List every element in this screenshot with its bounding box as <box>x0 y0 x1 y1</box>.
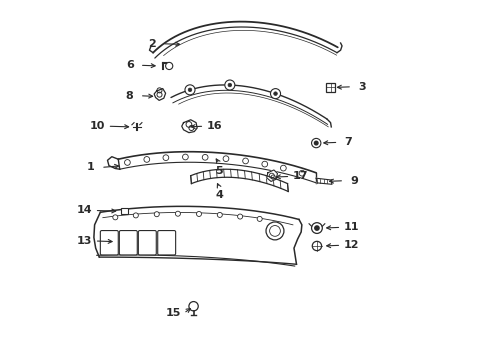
Circle shape <box>175 211 180 216</box>
Polygon shape <box>107 157 120 169</box>
Circle shape <box>265 222 284 240</box>
Circle shape <box>184 85 195 95</box>
Circle shape <box>165 62 172 69</box>
Circle shape <box>143 157 149 162</box>
Bar <box>121 208 128 214</box>
Text: 9: 9 <box>349 176 357 186</box>
Circle shape <box>133 213 138 218</box>
Text: 1: 1 <box>87 162 95 172</box>
Circle shape <box>311 223 322 233</box>
Text: 17: 17 <box>292 171 307 181</box>
Text: 8: 8 <box>125 91 133 101</box>
Polygon shape <box>182 120 197 133</box>
Circle shape <box>257 216 262 221</box>
Text: 3: 3 <box>358 82 365 92</box>
Text: 6: 6 <box>125 60 133 70</box>
Circle shape <box>188 88 191 92</box>
Bar <box>325 83 334 92</box>
Circle shape <box>299 170 305 176</box>
Circle shape <box>270 89 280 99</box>
Polygon shape <box>266 170 277 181</box>
Polygon shape <box>190 169 287 192</box>
Circle shape <box>113 215 118 220</box>
Circle shape <box>154 212 159 217</box>
Circle shape <box>188 302 198 311</box>
Polygon shape <box>118 152 316 183</box>
Text: 14: 14 <box>77 206 92 216</box>
Circle shape <box>196 211 201 216</box>
Circle shape <box>217 212 222 217</box>
Text: 7: 7 <box>344 138 352 147</box>
Circle shape <box>242 158 248 164</box>
Text: 11: 11 <box>343 222 358 232</box>
Circle shape <box>202 154 207 160</box>
Circle shape <box>227 83 231 87</box>
Text: 4: 4 <box>215 190 223 200</box>
Circle shape <box>273 92 277 95</box>
Circle shape <box>182 154 188 160</box>
Circle shape <box>314 141 317 145</box>
Circle shape <box>280 165 285 171</box>
Circle shape <box>262 161 267 167</box>
Circle shape <box>237 214 242 219</box>
FancyBboxPatch shape <box>100 230 118 255</box>
Text: 2: 2 <box>148 39 156 49</box>
Circle shape <box>314 226 319 230</box>
Polygon shape <box>316 178 331 184</box>
Text: 10: 10 <box>90 121 105 131</box>
Circle shape <box>223 156 228 162</box>
Polygon shape <box>154 89 165 100</box>
Text: 16: 16 <box>206 121 222 131</box>
FancyBboxPatch shape <box>119 230 137 255</box>
Text: 12: 12 <box>343 240 358 250</box>
Text: 5: 5 <box>215 166 223 176</box>
Circle shape <box>163 155 168 161</box>
FancyBboxPatch shape <box>138 230 156 255</box>
Polygon shape <box>94 206 301 264</box>
Text: 13: 13 <box>77 236 92 246</box>
Circle shape <box>311 138 320 148</box>
Circle shape <box>124 159 130 165</box>
Text: 15: 15 <box>165 309 181 318</box>
Circle shape <box>224 80 234 90</box>
Circle shape <box>312 241 321 251</box>
FancyBboxPatch shape <box>158 230 175 255</box>
